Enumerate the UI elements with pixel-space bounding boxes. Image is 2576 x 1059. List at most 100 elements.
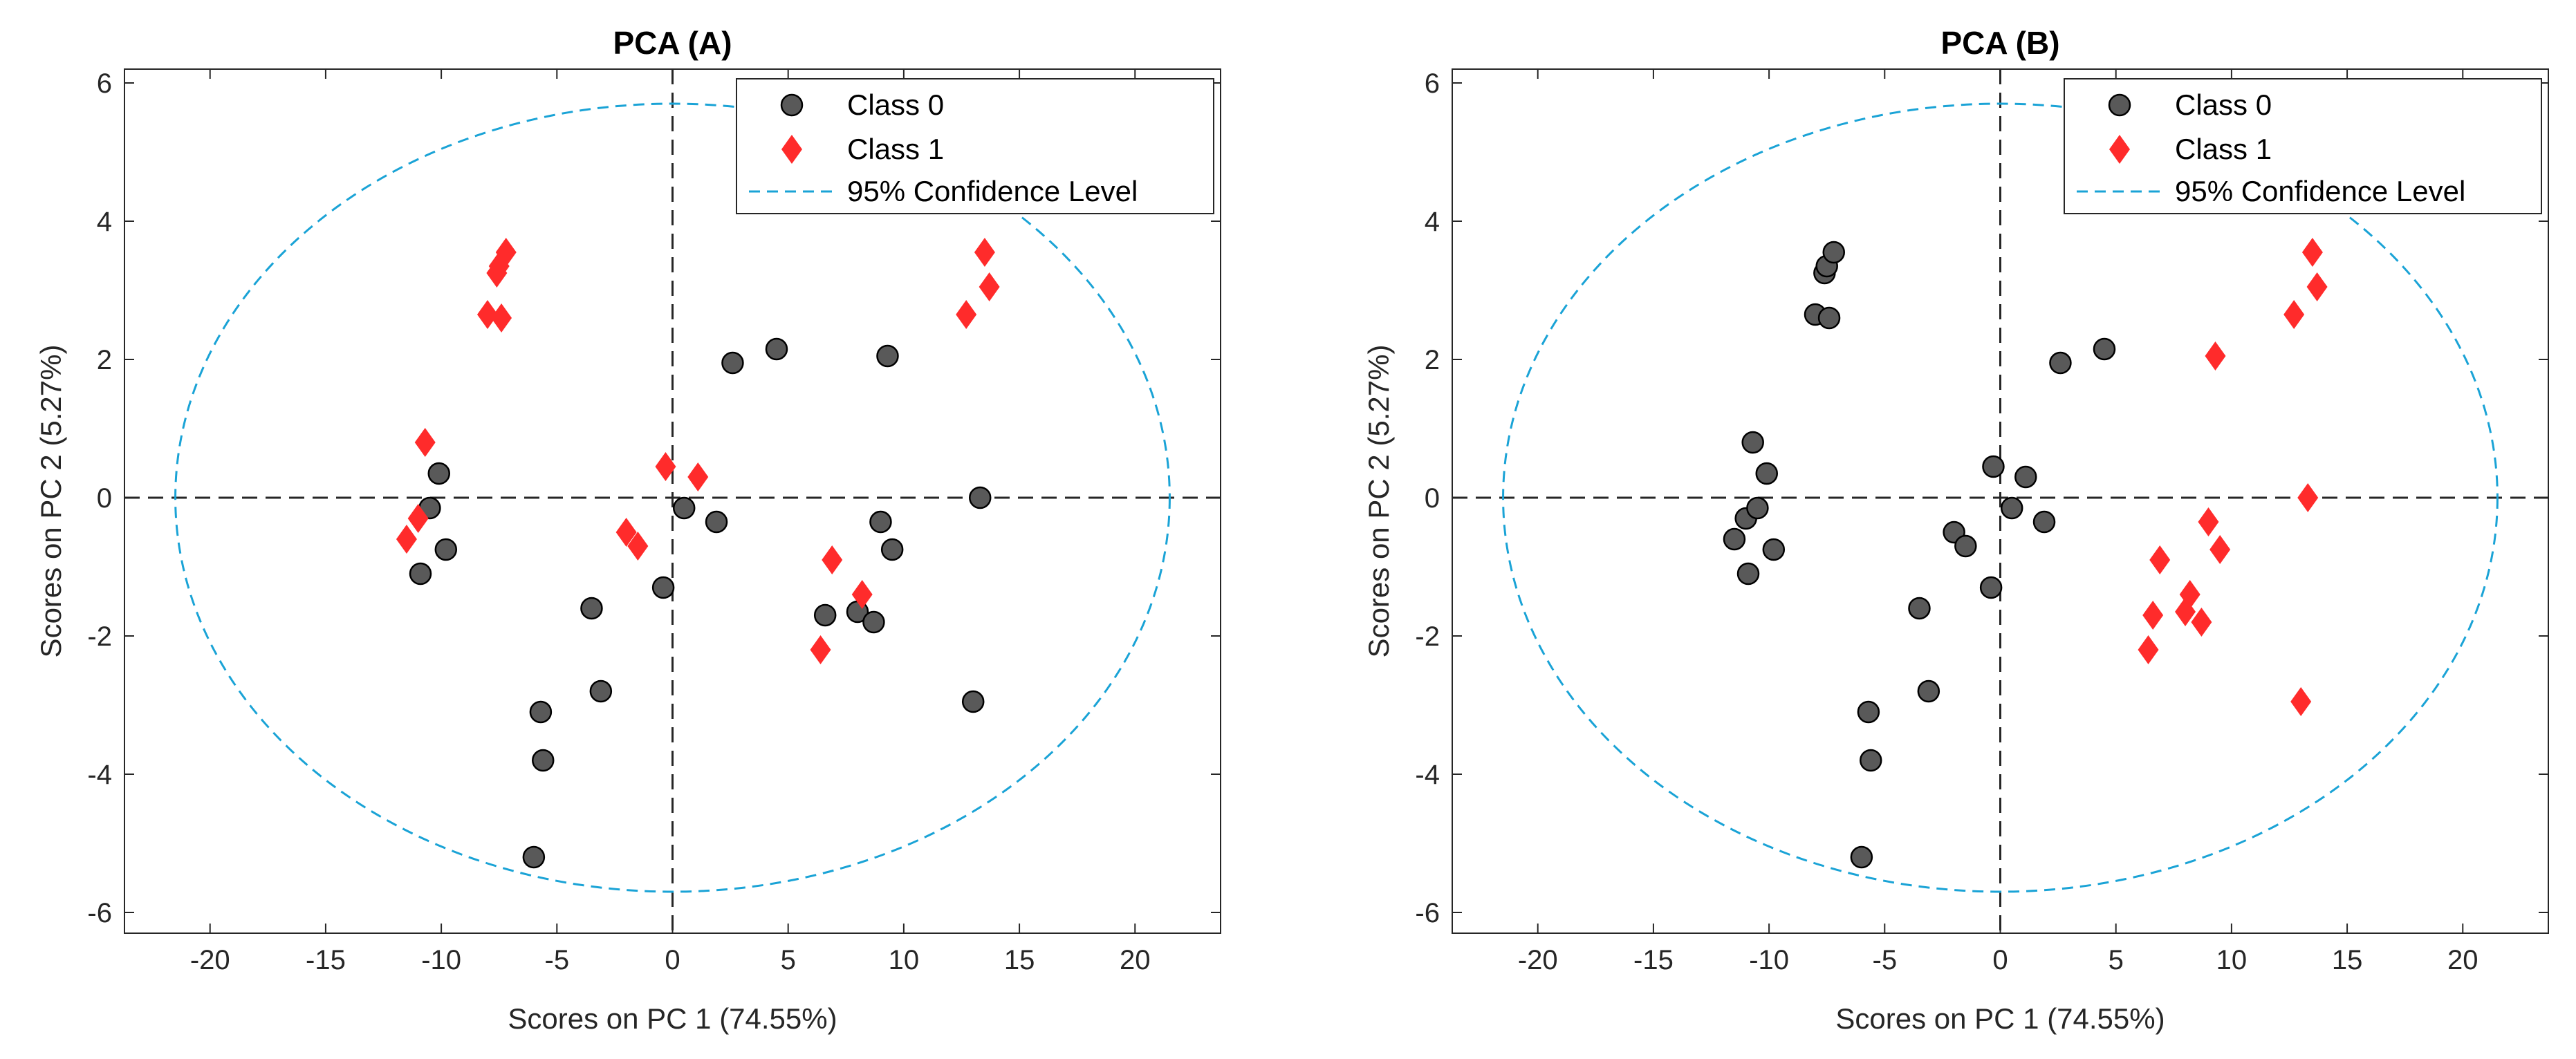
y-tick-label: 4 xyxy=(1425,207,1440,237)
x-tick-label: -15 xyxy=(306,945,346,975)
data-point-class-0 xyxy=(2049,351,2072,375)
data-point-class-0 xyxy=(813,603,837,627)
data-point-class-0 xyxy=(1917,680,1940,703)
x-tick-label: 10 xyxy=(889,945,920,975)
data-point-class-0 xyxy=(434,538,458,561)
data-point-class-0 xyxy=(522,845,546,869)
data-point-class-1 xyxy=(396,525,417,554)
x-tick-label: -5 xyxy=(1873,945,1898,975)
chart-title: PCA (B) xyxy=(1940,25,2059,61)
data-point-class-0 xyxy=(1755,462,1779,485)
data-point-class-1 xyxy=(2142,601,2164,630)
data-point-class-0 xyxy=(529,700,553,724)
legend-marker-class-0 xyxy=(780,93,804,117)
x-tick-label: 15 xyxy=(1004,945,1035,975)
data-point-class-0 xyxy=(1954,534,1977,558)
data-point-class-0 xyxy=(2032,510,2056,534)
legend-label: 95% Confidence Level xyxy=(2175,175,2465,207)
data-point-class-0 xyxy=(580,597,603,620)
data-point-class-0 xyxy=(968,486,992,509)
x-tick-label: -10 xyxy=(421,945,461,975)
y-tick-label: -4 xyxy=(1415,760,1440,790)
data-point-class-0 xyxy=(1762,538,1786,561)
legend-label: Class 0 xyxy=(2175,88,2272,121)
legend-label: Class 1 xyxy=(847,133,944,165)
data-point-class-1 xyxy=(956,300,977,329)
legend-label: 95% Confidence Level xyxy=(847,175,1138,207)
y-tick-label: 6 xyxy=(97,68,112,99)
legend: Class 0 Class 1 95% Confidence Level xyxy=(2064,78,2542,214)
data-point-class-0 xyxy=(651,576,675,599)
data-point-class-0 xyxy=(1746,496,1769,520)
confidence-ellipse xyxy=(1502,102,2499,893)
data-point-class-1 xyxy=(810,635,831,664)
data-point-class-1 xyxy=(495,238,517,267)
legend-marker-class-1 xyxy=(2109,135,2130,164)
chart-title: PCA (A) xyxy=(613,25,732,61)
legend-marker-class-0 xyxy=(2108,93,2131,117)
x-tick-label: 15 xyxy=(2332,945,2363,975)
data-point-class-0 xyxy=(862,610,885,634)
legend-box xyxy=(2064,78,2542,214)
data-point-class-1 xyxy=(2297,483,2319,512)
y-tick-label: -2 xyxy=(1415,621,1440,652)
data-point-class-0 xyxy=(531,749,555,772)
data-point-class-1 xyxy=(407,504,429,533)
data-point-class-1 xyxy=(2209,535,2231,564)
data-point-class-1 xyxy=(2198,507,2219,536)
data-point-class-0 xyxy=(1982,455,2005,478)
x-tick-label: 5 xyxy=(781,945,796,975)
data-point-class-1 xyxy=(687,462,709,491)
data-point-class-0 xyxy=(1822,241,1845,264)
data-point-class-0 xyxy=(589,680,613,703)
data-point-class-0 xyxy=(1857,700,1880,724)
x-axis-label: Scores on PC 1 (74.55%) xyxy=(508,1002,837,1035)
data-point-class-1 xyxy=(979,272,1000,301)
x-axis-label: Scores on PC 1 (74.55%) xyxy=(1835,1002,2165,1035)
data-point-class-1 xyxy=(2301,238,2323,267)
data-point-class-0 xyxy=(2014,465,2037,489)
data-point-class-0 xyxy=(1736,562,1760,585)
y-axis-label: Scores on PC 2 (5.27%) xyxy=(1362,345,1395,658)
data-point-class-1 xyxy=(2283,300,2305,329)
data-point-class-0 xyxy=(2093,337,2116,361)
y-tick-label: 2 xyxy=(97,345,112,375)
data-point-class-1 xyxy=(655,452,676,481)
y-tick-label: -6 xyxy=(87,898,112,928)
data-point-class-0 xyxy=(672,496,696,520)
y-tick-label: 0 xyxy=(1425,483,1440,514)
data-point-class-1 xyxy=(615,518,637,547)
x-tick-label: -15 xyxy=(1633,945,1674,975)
data-point-class-0 xyxy=(1850,845,1873,869)
chart-panel-b: PCA (B)-20 -15 -10 -5 0 5 10 15 20-6-4-20246Scor… xyxy=(1362,25,2549,1035)
x-tick-label: 20 xyxy=(1120,945,1151,975)
x-tick-label: -10 xyxy=(1749,945,1789,975)
series-class-1 xyxy=(2138,238,2328,716)
data-point-class-1 xyxy=(2205,341,2226,371)
data-point-class-0 xyxy=(721,351,744,375)
x-tick-label: -20 xyxy=(190,945,230,975)
y-tick-label: 2 xyxy=(1425,345,1440,375)
legend: Class 0 Class 1 95% Confidence Level xyxy=(736,78,1214,214)
data-point-class-1 xyxy=(2179,580,2200,609)
data-point-class-0 xyxy=(1908,597,1931,620)
data-point-class-1 xyxy=(414,428,436,457)
data-point-class-1 xyxy=(2149,545,2171,574)
data-point-class-1 xyxy=(476,300,498,329)
x-tick-label: 10 xyxy=(2216,945,2248,975)
data-point-class-1 xyxy=(851,580,873,609)
series-class-0 xyxy=(1723,241,2116,869)
data-point-class-0 xyxy=(765,337,788,361)
x-tick-label: -20 xyxy=(1518,945,1558,975)
legend-label: Class 1 xyxy=(2175,133,2272,165)
data-point-class-1 xyxy=(627,532,649,561)
data-point-class-0 xyxy=(2000,496,2023,520)
data-point-class-0 xyxy=(409,562,432,585)
data-point-class-0 xyxy=(876,344,899,368)
y-tick-label: 6 xyxy=(1425,68,1440,99)
data-point-class-1 xyxy=(2191,608,2212,637)
data-point-class-1 xyxy=(822,545,843,574)
confidence-ellipse xyxy=(174,102,1171,893)
x-tick-label: 20 xyxy=(2447,945,2478,975)
